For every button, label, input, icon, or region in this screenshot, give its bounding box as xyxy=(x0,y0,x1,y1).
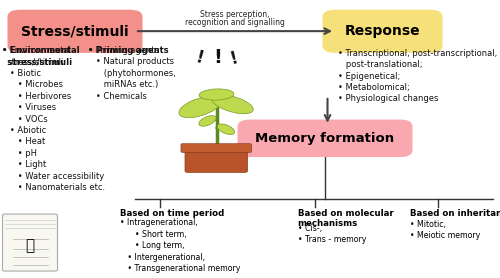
Text: • Priming agents: • Priming agents xyxy=(88,46,168,55)
Text: !: ! xyxy=(213,48,222,67)
Ellipse shape xyxy=(218,124,234,135)
Text: • Environmental
  stress/stimuli
   • Biotic
      • Microbes
      • Herbivores: • Environmental stress/stimuli • Biotic … xyxy=(2,46,106,192)
Text: Based on time period: Based on time period xyxy=(120,208,224,217)
Text: Based on molecular
mechanisms: Based on molecular mechanisms xyxy=(298,208,393,228)
Ellipse shape xyxy=(199,116,216,126)
FancyBboxPatch shape xyxy=(238,120,412,157)
Text: Stress perception,: Stress perception, xyxy=(200,10,270,19)
Text: • Transcriptional, post-transcriptional,
   post-translational;
• Epigenetical;
: • Transcriptional, post-transcriptional,… xyxy=(338,49,497,103)
FancyBboxPatch shape xyxy=(185,147,248,172)
Text: • Mitotic,
• Meiotic memory: • Mitotic, • Meiotic memory xyxy=(410,220,480,240)
Text: • Priming agents
   • Natural products
      (phytohormones,
      miRNAs etc.)
: • Priming agents • Natural products (phy… xyxy=(88,46,176,101)
Text: !: ! xyxy=(194,49,206,68)
Ellipse shape xyxy=(212,95,253,114)
Text: • Environmental
  stress/stimuli: • Environmental stress/stimuli xyxy=(2,46,80,66)
Ellipse shape xyxy=(199,89,234,100)
Text: Stress/stimuli: Stress/stimuli xyxy=(21,24,129,38)
Text: • Cis-,
• Trans - memory: • Cis-, • Trans - memory xyxy=(298,224,366,244)
FancyBboxPatch shape xyxy=(2,214,58,271)
FancyBboxPatch shape xyxy=(322,10,442,53)
FancyBboxPatch shape xyxy=(181,144,252,152)
FancyBboxPatch shape xyxy=(8,10,142,53)
Text: 💡: 💡 xyxy=(26,239,35,254)
Text: Memory formation: Memory formation xyxy=(256,132,394,145)
Text: • Intragenerational,
      • Short term,
      • Long term,
   • Intergeneration: • Intragenerational, • Short term, • Lon… xyxy=(120,218,240,273)
Text: !: ! xyxy=(228,49,240,68)
Text: Based on inheritance: Based on inheritance xyxy=(410,208,500,217)
Text: Response: Response xyxy=(344,24,420,38)
Ellipse shape xyxy=(179,96,221,118)
Text: recognition and signalling: recognition and signalling xyxy=(185,18,285,27)
